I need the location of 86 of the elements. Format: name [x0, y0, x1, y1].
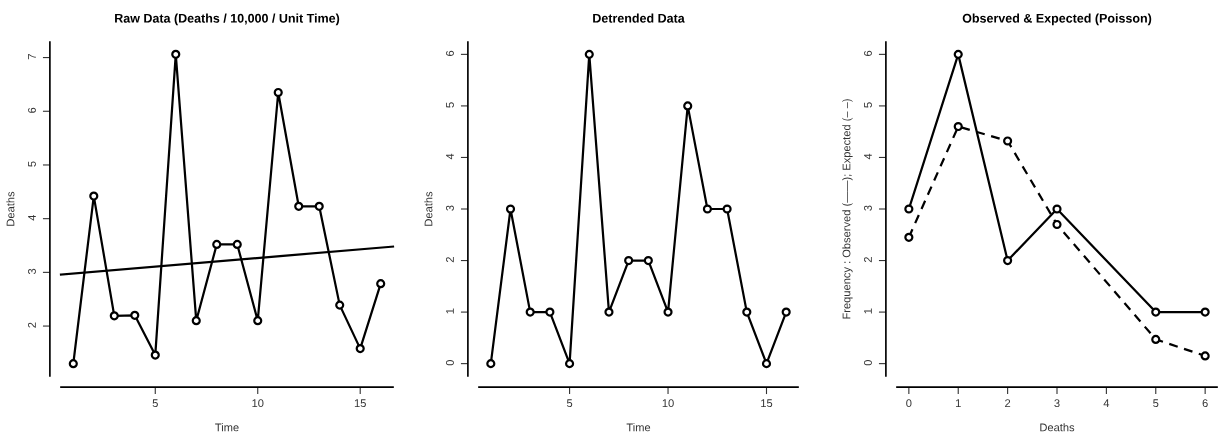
point	[1052, 204, 1062, 214]
y-tick-label: 7	[28, 54, 36, 60]
point	[335, 300, 345, 310]
x-tick-label: 10	[252, 399, 264, 408]
point	[486, 359, 496, 369]
y-tick-label: 6	[28, 107, 36, 113]
point	[1200, 351, 1210, 361]
y-tick-label: 2	[864, 257, 872, 263]
point	[355, 344, 365, 354]
y-axis-title: Deaths	[424, 191, 433, 226]
x-tick-label: 0	[906, 399, 912, 408]
point	[1151, 334, 1161, 344]
y-tick-label: 6	[864, 50, 872, 56]
y-tick-label: 2	[28, 322, 36, 328]
point	[565, 359, 575, 369]
point	[1200, 307, 1210, 317]
y-tick-label: 1	[446, 308, 454, 314]
y-tick-label: 1	[864, 308, 872, 314]
x-tick-label: 3	[1054, 399, 1060, 408]
point	[68, 359, 78, 369]
point	[663, 307, 673, 317]
point	[604, 307, 614, 317]
point	[253, 316, 263, 326]
x-tick-label: 5	[152, 399, 158, 408]
x-tick-label: 15	[761, 399, 773, 408]
y-axis-title: Frequency : Observed (——); Expected (– –)	[842, 99, 853, 319]
y-tick-label: 3	[864, 205, 872, 211]
y-tick-label: 5	[864, 102, 872, 108]
y-tick-label: 5	[28, 161, 36, 167]
y-axis-title: Deaths	[6, 191, 15, 226]
y-tick-label: 6	[446, 50, 454, 56]
point	[702, 204, 712, 214]
point	[904, 232, 914, 242]
x-tick-label: 1	[955, 399, 961, 407]
point	[761, 359, 772, 369]
point	[1052, 219, 1062, 230]
y-tick-label: 4	[864, 153, 872, 160]
point	[150, 350, 160, 360]
chart-title: Observed & Expected (Poisson)	[962, 13, 1152, 26]
point	[781, 307, 791, 317]
x-tick-label: 6	[1202, 399, 1208, 408]
chart-title: Raw Data (Deaths / 10,000 / Unit Time)	[115, 13, 340, 26]
point	[191, 316, 201, 326]
x-tick-label: 5	[566, 399, 573, 408]
point	[1003, 255, 1013, 266]
y-tick-label: 0	[446, 360, 454, 366]
point	[904, 204, 914, 214]
point	[1003, 136, 1013, 146]
point	[643, 255, 653, 266]
point	[376, 279, 386, 289]
point	[1151, 307, 1161, 317]
x-axis-title: Time	[215, 423, 239, 432]
point	[171, 49, 181, 59]
x-axis-title: Time	[626, 423, 651, 432]
y-tick-label: 4	[446, 153, 454, 160]
point	[130, 310, 140, 320]
point	[953, 121, 963, 132]
y-tick-label: 4	[28, 214, 36, 221]
point	[525, 307, 535, 317]
point	[314, 201, 324, 211]
point	[953, 49, 963, 59]
x-tick-label: 15	[354, 399, 366, 408]
point	[722, 204, 732, 214]
x-tick-label: 2	[1005, 399, 1011, 407]
point	[294, 201, 304, 211]
y-tick-label: 5	[446, 102, 454, 108]
x-tick-label: 4	[1103, 399, 1110, 407]
chart-title: Detrended Data	[593, 13, 685, 23]
x-tick-label: 10	[662, 399, 674, 408]
point	[683, 101, 693, 111]
point	[109, 311, 119, 321]
y-tick-label: 0	[864, 360, 872, 366]
point	[505, 204, 516, 214]
point	[232, 239, 242, 250]
point	[273, 87, 283, 98]
point	[545, 307, 555, 317]
y-tick-label: 3	[446, 205, 454, 211]
point	[742, 307, 752, 317]
y-tick-label: 2	[446, 257, 454, 263]
point	[584, 49, 594, 59]
point	[624, 255, 634, 266]
point	[89, 191, 99, 201]
point	[212, 239, 222, 250]
x-tick-label: 5	[1153, 399, 1159, 408]
x-axis-title: Deaths	[1040, 423, 1075, 432]
y-tick-label: 3	[28, 268, 36, 275]
